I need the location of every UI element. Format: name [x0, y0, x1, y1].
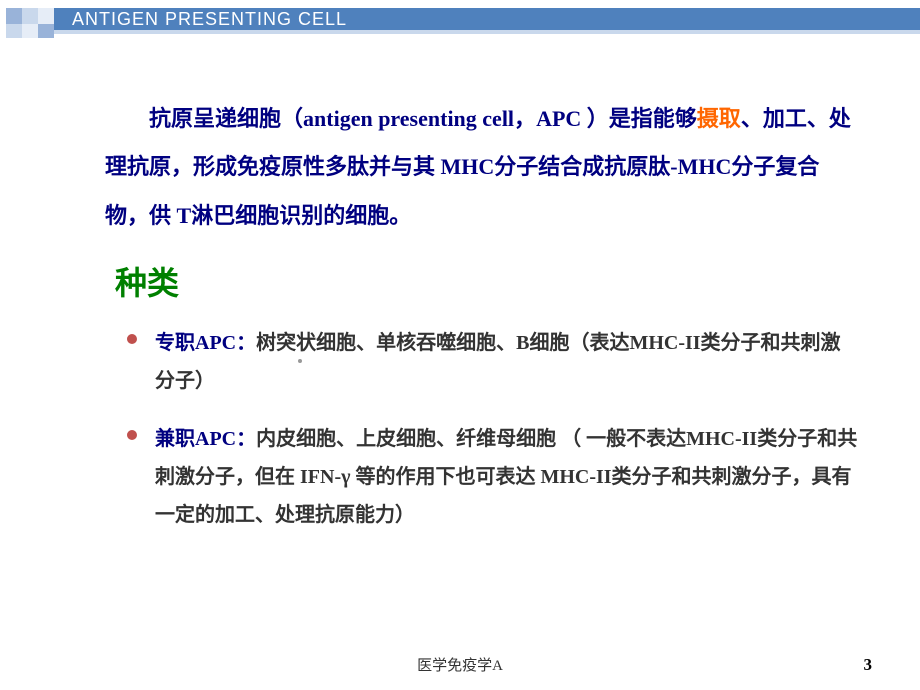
def-text: ）是指能够 — [587, 106, 697, 131]
def-text-en: APC — [536, 106, 587, 131]
bullet-list: 专职APC：树突状细胞、单核吞噬细胞、B细胞（表达MHC-II类分子和共刺激分子… — [127, 324, 860, 534]
list-item: 兼职APC：内皮细胞、上皮细胞、纤维母细胞 （ 一般不表达MHC-II类分子和共… — [127, 420, 860, 534]
bullet-lead: 专职APC： — [155, 332, 256, 354]
header-title: ANTIGEN PRESENTING CELL — [72, 8, 347, 30]
def-text: 分子结合成抗原肽 — [494, 154, 670, 179]
def-text: 淋巴细胞识别的细胞。 — [191, 203, 411, 228]
deco-square — [6, 8, 22, 24]
footer-course: 医学免疫学A — [417, 658, 503, 674]
bullet-body: 树突状细胞、单核吞噬细胞、B细胞（表达MHC-II类分子和共刺激分子） — [155, 332, 841, 392]
deco-square — [38, 24, 54, 38]
deco-square — [22, 24, 38, 38]
header-stripe: ANTIGEN PRESENTING CELL — [54, 8, 920, 38]
slide-footer: 医学免疫学A 3 — [0, 654, 920, 675]
deco-square — [6, 24, 22, 38]
def-text-en: -MHC — [670, 154, 731, 179]
page-number: 3 — [864, 655, 873, 675]
def-text-en: T — [177, 203, 192, 228]
def-text-highlight: 摄取 — [697, 106, 741, 131]
definition-paragraph: 抗原呈递细胞（antigen presenting cell，APC ）是指能够… — [105, 95, 860, 240]
header-bottom-bar — [54, 30, 920, 34]
def-text: ， — [514, 106, 536, 131]
def-text-en: MHC — [441, 154, 495, 179]
def-text-en: antigen presenting cell — [303, 106, 514, 131]
def-text: 抗原呈递细胞（ — [149, 106, 303, 131]
bullet-body: 内皮细胞、上皮细胞、纤维母细胞 （ 一般不表达MHC-II类分子和共刺激分子，但… — [155, 428, 857, 526]
deco-square — [22, 8, 38, 24]
bullet-icon — [127, 430, 137, 440]
deco-square — [38, 8, 54, 24]
list-item: 专职APC：树突状细胞、单核吞噬细胞、B细胞（表达MHC-II类分子和共刺激分子… — [127, 324, 860, 400]
bullet-icon — [127, 334, 137, 344]
center-dot — [298, 359, 302, 363]
bullet-lead: 兼职APC： — [155, 428, 256, 450]
slide-content: 抗原呈递细胞（antigen presenting cell，APC ）是指能够… — [105, 95, 860, 554]
section-heading: 种类 — [115, 258, 860, 304]
slide-header: ANTIGEN PRESENTING CELL — [0, 8, 920, 38]
